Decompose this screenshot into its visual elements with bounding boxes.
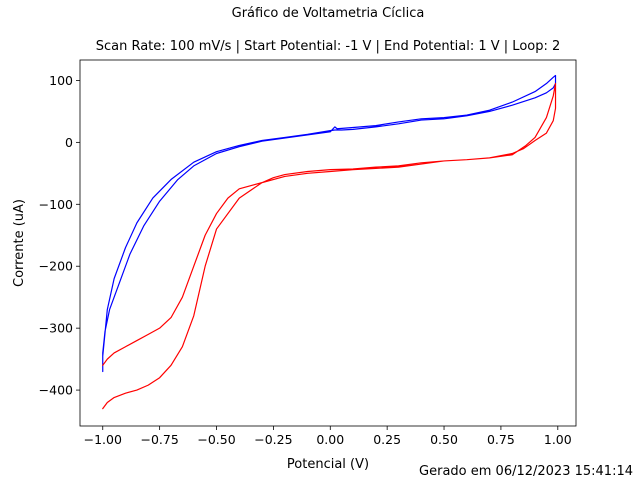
y-tick-label: −400	[39, 383, 73, 398]
x-tick-label: 1.00	[544, 432, 572, 447]
series-line-2	[102, 82, 557, 410]
y-tick-label: −200	[39, 259, 73, 274]
generated-timestamp: Gerado em 06/12/2023 15:41:14	[419, 464, 633, 479]
y-tick-label: −300	[39, 321, 73, 336]
x-tick-label: −0.75	[140, 432, 178, 447]
x-tick-label: 0.25	[373, 432, 401, 447]
x-tick-label: −1.00	[84, 432, 122, 447]
axes-frame	[79, 59, 577, 427]
x-tick-label: 0.50	[430, 432, 458, 447]
series-line-1	[102, 74, 557, 373]
series-layer	[102, 74, 557, 410]
x-axis-label: Potencial (V)	[287, 457, 369, 472]
plot-area: −1.00 −0.75 −0.50 −0.25 0.00 0.25 0.50 0.75 1.00…	[39, 59, 577, 447]
x-tick-label: −0.50	[197, 432, 235, 447]
x-tick-label: 0.00	[316, 432, 344, 447]
y-tick-label: −100	[39, 197, 73, 212]
figure-suptitle: Gráfico de Voltametria Cíclica	[232, 6, 425, 21]
x-axis-ticks: −1.00 −0.75 −0.50 −0.25 0.00 0.25 0.50 0.75 1.00	[84, 426, 572, 447]
x-tick-label: 0.75	[487, 432, 515, 447]
y-tick-label: 100	[49, 73, 73, 88]
y-tick-label: 0	[65, 135, 73, 150]
y-axis-label: Corrente (uA)	[12, 199, 27, 287]
x-tick-label: −0.25	[254, 432, 292, 447]
y-axis-ticks: −400 −300 −200 −100 0 100	[39, 73, 80, 398]
chart-title: Scan Rate: 100 mV/s | Start Potential: -…	[96, 39, 561, 54]
